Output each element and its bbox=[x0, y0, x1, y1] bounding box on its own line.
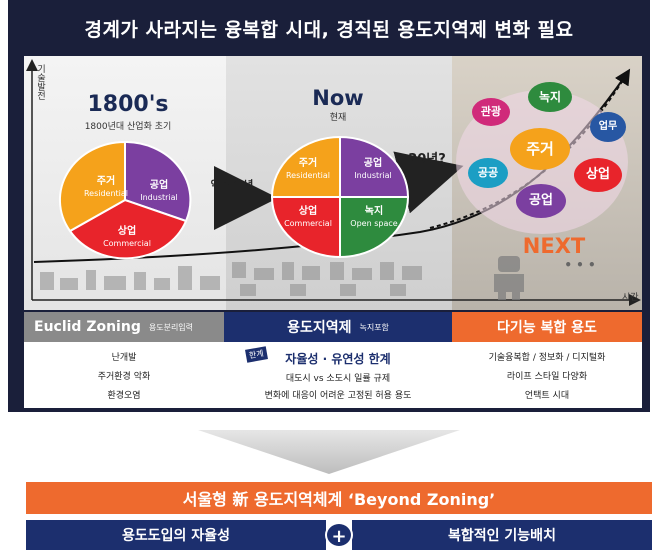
beyond-zoning-banner: 서울형 新 용도지역체계 ‘Beyond Zoning’ bbox=[26, 482, 652, 514]
technology-icons-strip bbox=[40, 262, 422, 296]
label-industrial-1800s: 공업 Industrial bbox=[140, 180, 178, 202]
transition-20-years: 20년? bbox=[408, 152, 446, 167]
era-now-subtitle: 현재 bbox=[329, 113, 347, 123]
column-header-multiuse: 다기능 복합 용도 bbox=[452, 312, 642, 342]
era-next-title: NEXT bbox=[522, 234, 586, 258]
robot-icon bbox=[494, 256, 524, 300]
pie-1800s bbox=[59, 140, 192, 260]
arrow-20-years bbox=[393, 151, 464, 214]
slice-commercial bbox=[270, 196, 341, 259]
column-header-zoning: 용도지역제 녹지포함 bbox=[224, 312, 452, 342]
mixed-function-pillar: 복합적인 기능배치 bbox=[352, 520, 652, 550]
list-item: 기술융복합 / 정보화 / 디지털화 bbox=[488, 353, 606, 363]
pie-now bbox=[270, 135, 410, 259]
pill-tourism: 관광 bbox=[472, 98, 510, 126]
label-residential-now: 주거 Residential bbox=[285, 158, 331, 180]
column-title-euclid: Euclid Zoning bbox=[34, 319, 141, 335]
column-body-euclid: 난개발 주거환경 악화 환경오염 bbox=[24, 342, 224, 408]
slice-industrial bbox=[124, 140, 192, 223]
list-item: 언택트 시대 bbox=[524, 391, 570, 401]
pill-industrial: 공업 bbox=[516, 184, 566, 218]
column-headline: 자율성 · 유연성 한계 bbox=[285, 352, 391, 366]
pill-commercial: 상업 bbox=[574, 158, 622, 192]
y-axis-label: 기술발전 bbox=[35, 64, 45, 100]
x-axis-label: 시간 bbox=[622, 293, 639, 303]
list-item: 라이프 스타일 다양화 bbox=[506, 372, 588, 382]
column-header-euclid: Euclid Zoning 용도분리입력 bbox=[24, 312, 224, 342]
label-commercial-now: 상업 Commercial bbox=[284, 206, 332, 228]
slice-industrial bbox=[339, 135, 410, 198]
column-body-zoning: 한계 자율성 · 유연성 한계 대도시 vs 소도시 일률 규제 변화에 대응이… bbox=[224, 342, 452, 408]
autonomy-pillar: 용도도입의 자율성 bbox=[26, 520, 326, 550]
pill-business: 업무 bbox=[590, 112, 626, 142]
label-industrial-now: 공업 Industrial bbox=[354, 158, 392, 180]
list-item: 변화에 대응이 어려운 고정된 허용 용도 bbox=[264, 391, 412, 401]
slice-residential bbox=[59, 140, 126, 233]
pill-residential: 주거 bbox=[510, 128, 570, 170]
label-commercial-1800s: 상업 Commercial bbox=[103, 226, 151, 248]
pill-public: 공공 bbox=[468, 158, 508, 188]
column-note-zoning: 녹지포함 bbox=[359, 322, 389, 332]
column-title-zoning: 용도지역제 bbox=[287, 320, 352, 336]
label-residential-1800s: 주거 Residential bbox=[83, 176, 129, 198]
list-item: 대도시 vs 소도시 일률 규제 bbox=[285, 374, 391, 384]
slice-openspace bbox=[339, 196, 410, 259]
column-note-euclid: 용도분리입력 bbox=[148, 322, 194, 332]
plus-icon: + bbox=[325, 522, 353, 548]
pill-greenspace: 녹지 bbox=[528, 82, 572, 112]
list-item: 환경오염 bbox=[107, 391, 141, 401]
list-item: 난개발 bbox=[111, 353, 137, 363]
slice-commercial bbox=[68, 198, 188, 260]
list-item: 주거환경 악화 bbox=[97, 372, 151, 382]
page-title: 경계가 사라지는 융복합 시대, 경직된 용도지역제 변화 필요 bbox=[84, 18, 574, 41]
era-now-title: Now bbox=[312, 86, 364, 110]
label-openspace-now: 녹지 Open space bbox=[350, 206, 398, 228]
era-1800s-subtitle: 1800년대 산업화 초기 bbox=[84, 122, 172, 132]
slice-residential bbox=[270, 135, 341, 198]
bottom-pillars: 용도도입의 자율성 복합적인 기능배치 + bbox=[26, 520, 652, 550]
column-body-multiuse: 기술융복합 / 정보화 / 디지털화 라이프 스타일 다양화 언택트 시대 bbox=[452, 342, 642, 408]
transition-200-years: 약 200년 bbox=[210, 180, 254, 191]
column-title-multiuse: 다기능 복합 용도 bbox=[497, 320, 597, 336]
era-1800s-title: 1800's bbox=[87, 92, 169, 117]
next-more-dots: • • • bbox=[564, 258, 596, 272]
